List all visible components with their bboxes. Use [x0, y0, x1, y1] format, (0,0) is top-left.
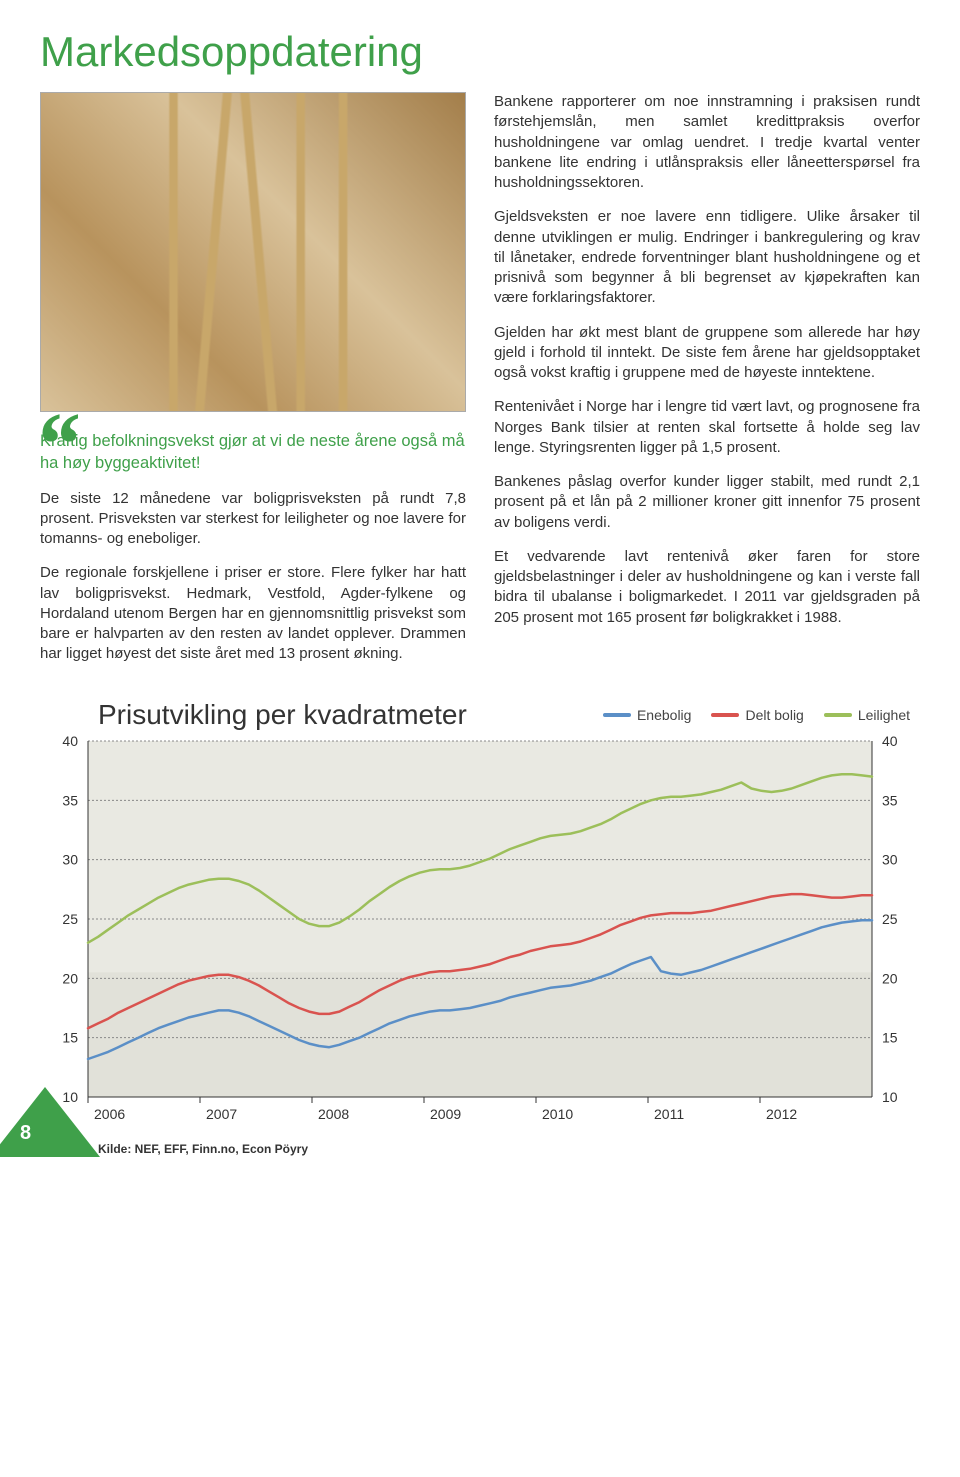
left-p1: De siste 12 månedene var boligprisvekste…: [40, 489, 466, 550]
right-p5: Bankenes påslag overfor kunder ligger st…: [494, 472, 920, 533]
right-p3: Gjelden har økt mest blant de gruppene s…: [494, 323, 920, 384]
svg-text:40: 40: [882, 733, 898, 749]
svg-text:2009: 2009: [430, 1106, 461, 1122]
page-number: 8: [20, 1122, 31, 1145]
svg-text:20: 20: [62, 970, 78, 986]
svg-text:2008: 2008: [318, 1106, 349, 1122]
legend-enebolig: Enebolig: [603, 707, 692, 723]
two-column-layout: “ Kraftig befolkningsvekst gjør at vi de…: [40, 92, 920, 679]
page: Markedsoppdatering “ Kraftig befolknings…: [0, 0, 960, 1156]
right-p1: Bankene rapporterer om noe innstramning …: [494, 92, 920, 193]
right-p4: Rentenivået i Norge har i lengre tid vær…: [494, 397, 920, 458]
chart-header: Prisutvikling per kvadratmeter Enebolig …: [40, 699, 920, 731]
legend-swatch-delt: [711, 713, 739, 717]
svg-text:15: 15: [882, 1029, 898, 1045]
legend-label-leilighet: Leilighet: [858, 707, 910, 723]
svg-text:15: 15: [62, 1029, 78, 1045]
svg-text:20: 20: [882, 970, 898, 986]
right-column: Bankene rapporterer om noe innstramning …: [494, 92, 920, 679]
svg-text:2012: 2012: [766, 1106, 797, 1122]
chart-source: Kilde: NEF, EFF, Finn.no, Econ Pöyry: [98, 1142, 920, 1156]
chart-canvas: 1010151520202525303035354040200620072008…: [40, 731, 920, 1136]
svg-text:10: 10: [882, 1089, 898, 1105]
quote-mark-icon: “: [34, 400, 79, 490]
svg-text:40: 40: [62, 733, 78, 749]
legend-label-delt: Delt bolig: [745, 707, 803, 723]
legend-swatch-leilighet: [824, 713, 852, 717]
chart-block: Prisutvikling per kvadratmeter Enebolig …: [40, 699, 920, 1156]
svg-text:30: 30: [62, 851, 78, 867]
page-number-triangle: [0, 1087, 100, 1157]
right-p2: Gjeldsveksten er noe lavere enn tidliger…: [494, 207, 920, 308]
chart-legend: Enebolig Delt bolig Leilighet: [603, 707, 910, 723]
right-p6: Et vedvarende lavt rentenivå øker faren …: [494, 547, 920, 628]
left-column: “ Kraftig befolkningsvekst gjør at vi de…: [40, 92, 466, 679]
legend-swatch-enebolig: [603, 713, 631, 717]
pull-quote: “ Kraftig befolkningsvekst gjør at vi de…: [40, 430, 466, 475]
svg-text:35: 35: [882, 792, 898, 808]
svg-text:2011: 2011: [654, 1106, 684, 1122]
svg-text:25: 25: [882, 911, 898, 927]
left-p2: De regionale forskjellene i priser er st…: [40, 563, 466, 664]
svg-text:25: 25: [62, 911, 78, 927]
svg-text:30: 30: [882, 851, 898, 867]
svg-text:2007: 2007: [206, 1106, 237, 1122]
chart-title: Prisutvikling per kvadratmeter: [98, 699, 467, 731]
legend-label-enebolig: Enebolig: [637, 707, 692, 723]
lead-paragraph: Kraftig befolkningsvekst gjør at vi de n…: [40, 430, 466, 475]
line-chart-svg: 1010151520202525303035354040200620072008…: [40, 731, 920, 1131]
svg-text:2010: 2010: [542, 1106, 573, 1122]
house-framing-photo: [40, 92, 466, 412]
svg-text:35: 35: [62, 792, 78, 808]
page-title: Markedsoppdatering: [40, 28, 920, 76]
legend-leilighet: Leilighet: [824, 707, 910, 723]
legend-delt: Delt bolig: [711, 707, 803, 723]
